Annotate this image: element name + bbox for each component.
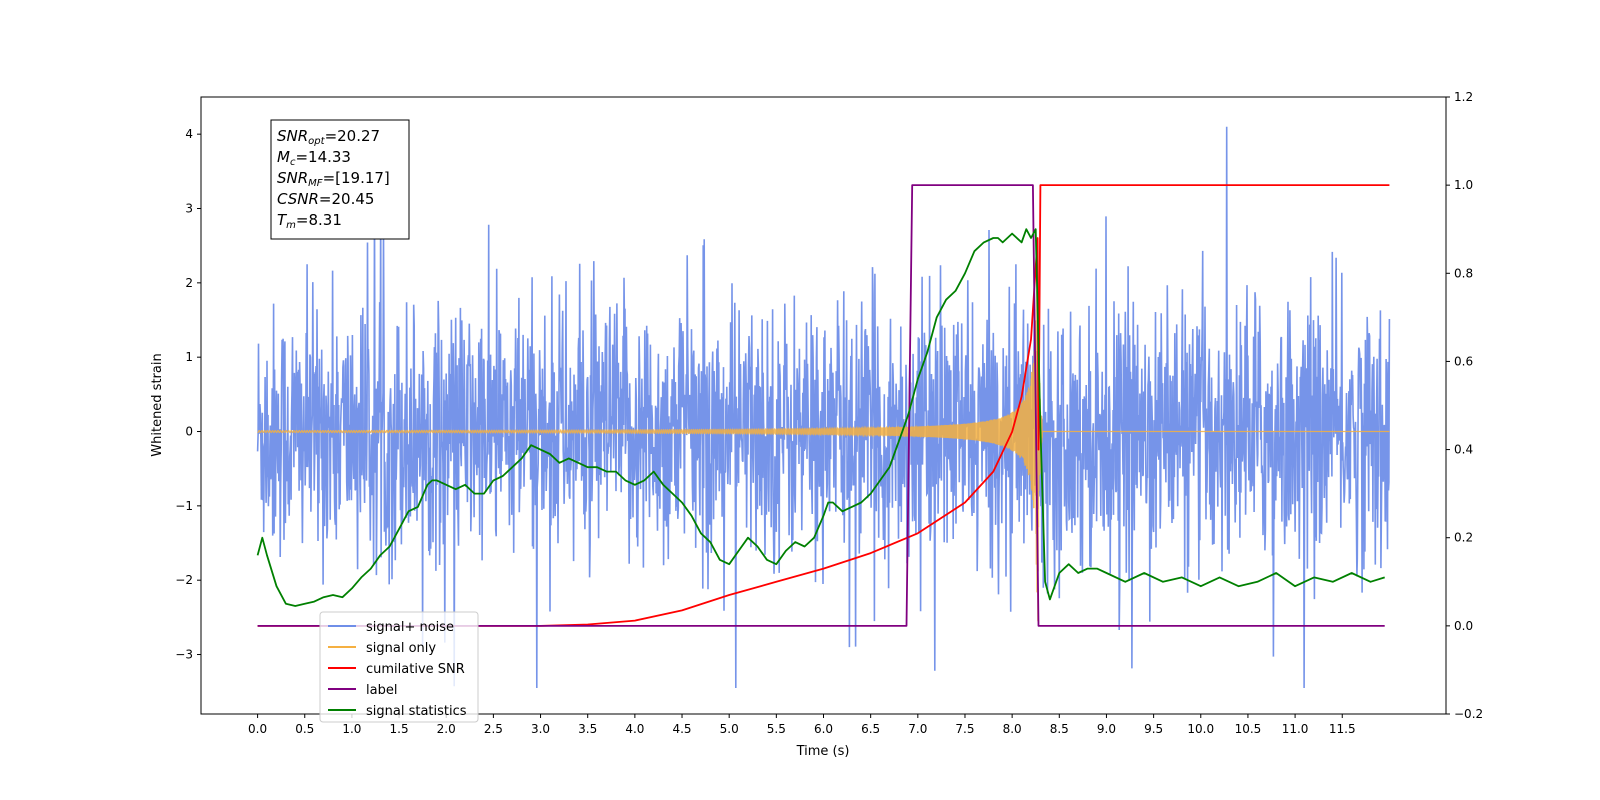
x-tick-label: 10.5	[1235, 722, 1262, 736]
annotation-subscript: c	[290, 157, 296, 168]
x-tick-label: 9.0	[1097, 722, 1116, 736]
legend-frame	[319, 611, 479, 723]
x-tick-label: 10.0	[1187, 722, 1214, 736]
annotation-value: =[19.17]	[323, 169, 390, 187]
x-tick-label: 7.0	[908, 722, 927, 736]
legend-label: signal only	[366, 641, 436, 656]
annotation-line: SNRMF=[19.17]	[277, 169, 390, 189]
x-tick-label: 5.5	[767, 722, 786, 736]
y-tick-label: 3	[185, 202, 193, 216]
x-tick-label: 11.0	[1282, 722, 1309, 736]
series-line-label	[257, 184, 1385, 627]
x-tick-label: 0.0	[248, 722, 267, 736]
x-tick-label: 4.0	[625, 722, 644, 736]
x-tick-label: 3.0	[531, 722, 550, 736]
annotation-subscript: MF	[308, 178, 323, 189]
x-tick-label: 1.5	[390, 722, 409, 736]
series-line-signal-only	[257, 290, 1390, 622]
y2-axis-ticks: −0.2 0.0 0.2 0.4 0.6 0.8 1.0 1.2	[1446, 90, 1483, 721]
x-tick-label: 8.0	[1003, 722, 1022, 736]
x-tick-label: 7.5	[955, 722, 974, 736]
y-tick-label: −1	[175, 499, 193, 513]
x-tick-label: 0.5	[295, 722, 314, 736]
y2-tick-label: 0.8	[1454, 266, 1473, 280]
y2-tick-label: 0.0	[1454, 619, 1473, 633]
y-tick-label: −3	[175, 648, 193, 662]
legend: signal+ noise signal only cumilative SNR la…	[319, 611, 479, 723]
plot-series-layer	[256, 126, 1391, 689]
series-line-signal-noise	[256, 126, 1391, 689]
y2-tick-label: 1.0	[1454, 178, 1473, 192]
y-tick-label: 2	[185, 276, 193, 290]
y2-tick-label: 0.6	[1454, 354, 1473, 368]
y-tick-label: 1	[185, 350, 193, 364]
x-tick-label: 2.5	[484, 722, 503, 736]
y-tick-label: 0	[185, 425, 193, 439]
annotation-subscript: opt	[308, 136, 325, 147]
annotation-symbol: SNR	[277, 169, 308, 187]
legend-label: cumilative SNR	[366, 662, 465, 677]
annotation-line: SNRopt=20.27	[277, 127, 380, 147]
series-line-signal-statistics	[256, 228, 1385, 607]
x-tick-label: 6.5	[861, 722, 880, 736]
annotation-symbol: SNR	[277, 127, 308, 145]
y-tick-label: 4	[185, 127, 193, 141]
annotation-symbol: T	[277, 211, 288, 229]
y2-tick-label: 0.2	[1454, 531, 1473, 545]
x-tick-label: 6.0	[814, 722, 833, 736]
annotation-value: =20.27	[325, 127, 381, 145]
annotation-line: Tm=8.31	[277, 211, 342, 231]
annotation-value: =8.31	[296, 211, 342, 229]
annotation-frame	[270, 119, 410, 240]
x-axis-label: Time (s)	[796, 744, 850, 759]
annotation-line: CSNR=20.45	[277, 190, 374, 208]
series-line-cumulative-snr	[257, 184, 1390, 627]
x-tick-label: 11.5	[1329, 722, 1356, 736]
y2-tick-label: 0.4	[1454, 443, 1473, 457]
x-tick-label: 4.5	[672, 722, 691, 736]
y2-tick-label: −0.2	[1454, 707, 1483, 721]
x-tick-label: 9.5	[1144, 722, 1163, 736]
y-tick-label: −2	[175, 573, 193, 587]
x-tick-label: 2.0	[437, 722, 456, 736]
legend-label: signal statistics	[366, 704, 467, 719]
annotation-value: =20.45	[319, 190, 375, 208]
legend-label: signal+ noise	[366, 620, 454, 635]
y-axis-ticks: −3 −2 −1 0 1 2 3 4	[175, 127, 201, 662]
annotation-line: Mc=14.33	[277, 148, 351, 168]
annotation-symbol: M	[277, 148, 290, 166]
x-tick-label: 8.5	[1050, 722, 1069, 736]
annotation-value: =14.33	[295, 148, 351, 166]
x-tick-label: 3.5	[578, 722, 597, 736]
x-axis-ticks: 0.0 0.5 1.0 1.5 2.0 2.5 3.0 3.5 4.0 4.5 5.0 5.5 6.0 6…	[248, 714, 1356, 736]
x-tick-label: 5.0	[720, 722, 739, 736]
metrics-annotation-box: SNRopt=20.27Mc=14.33SNRMF=[19.17]CSNR=20…	[270, 119, 410, 240]
y2-tick-label: 1.2	[1454, 90, 1473, 104]
x-tick-label: 1.0	[342, 722, 361, 736]
annotation-symbol: CSNR	[277, 190, 319, 208]
legend-label: label	[366, 683, 397, 698]
y-axis-label: Whitened strain	[150, 353, 165, 456]
annotation-subscript: m	[286, 220, 296, 231]
